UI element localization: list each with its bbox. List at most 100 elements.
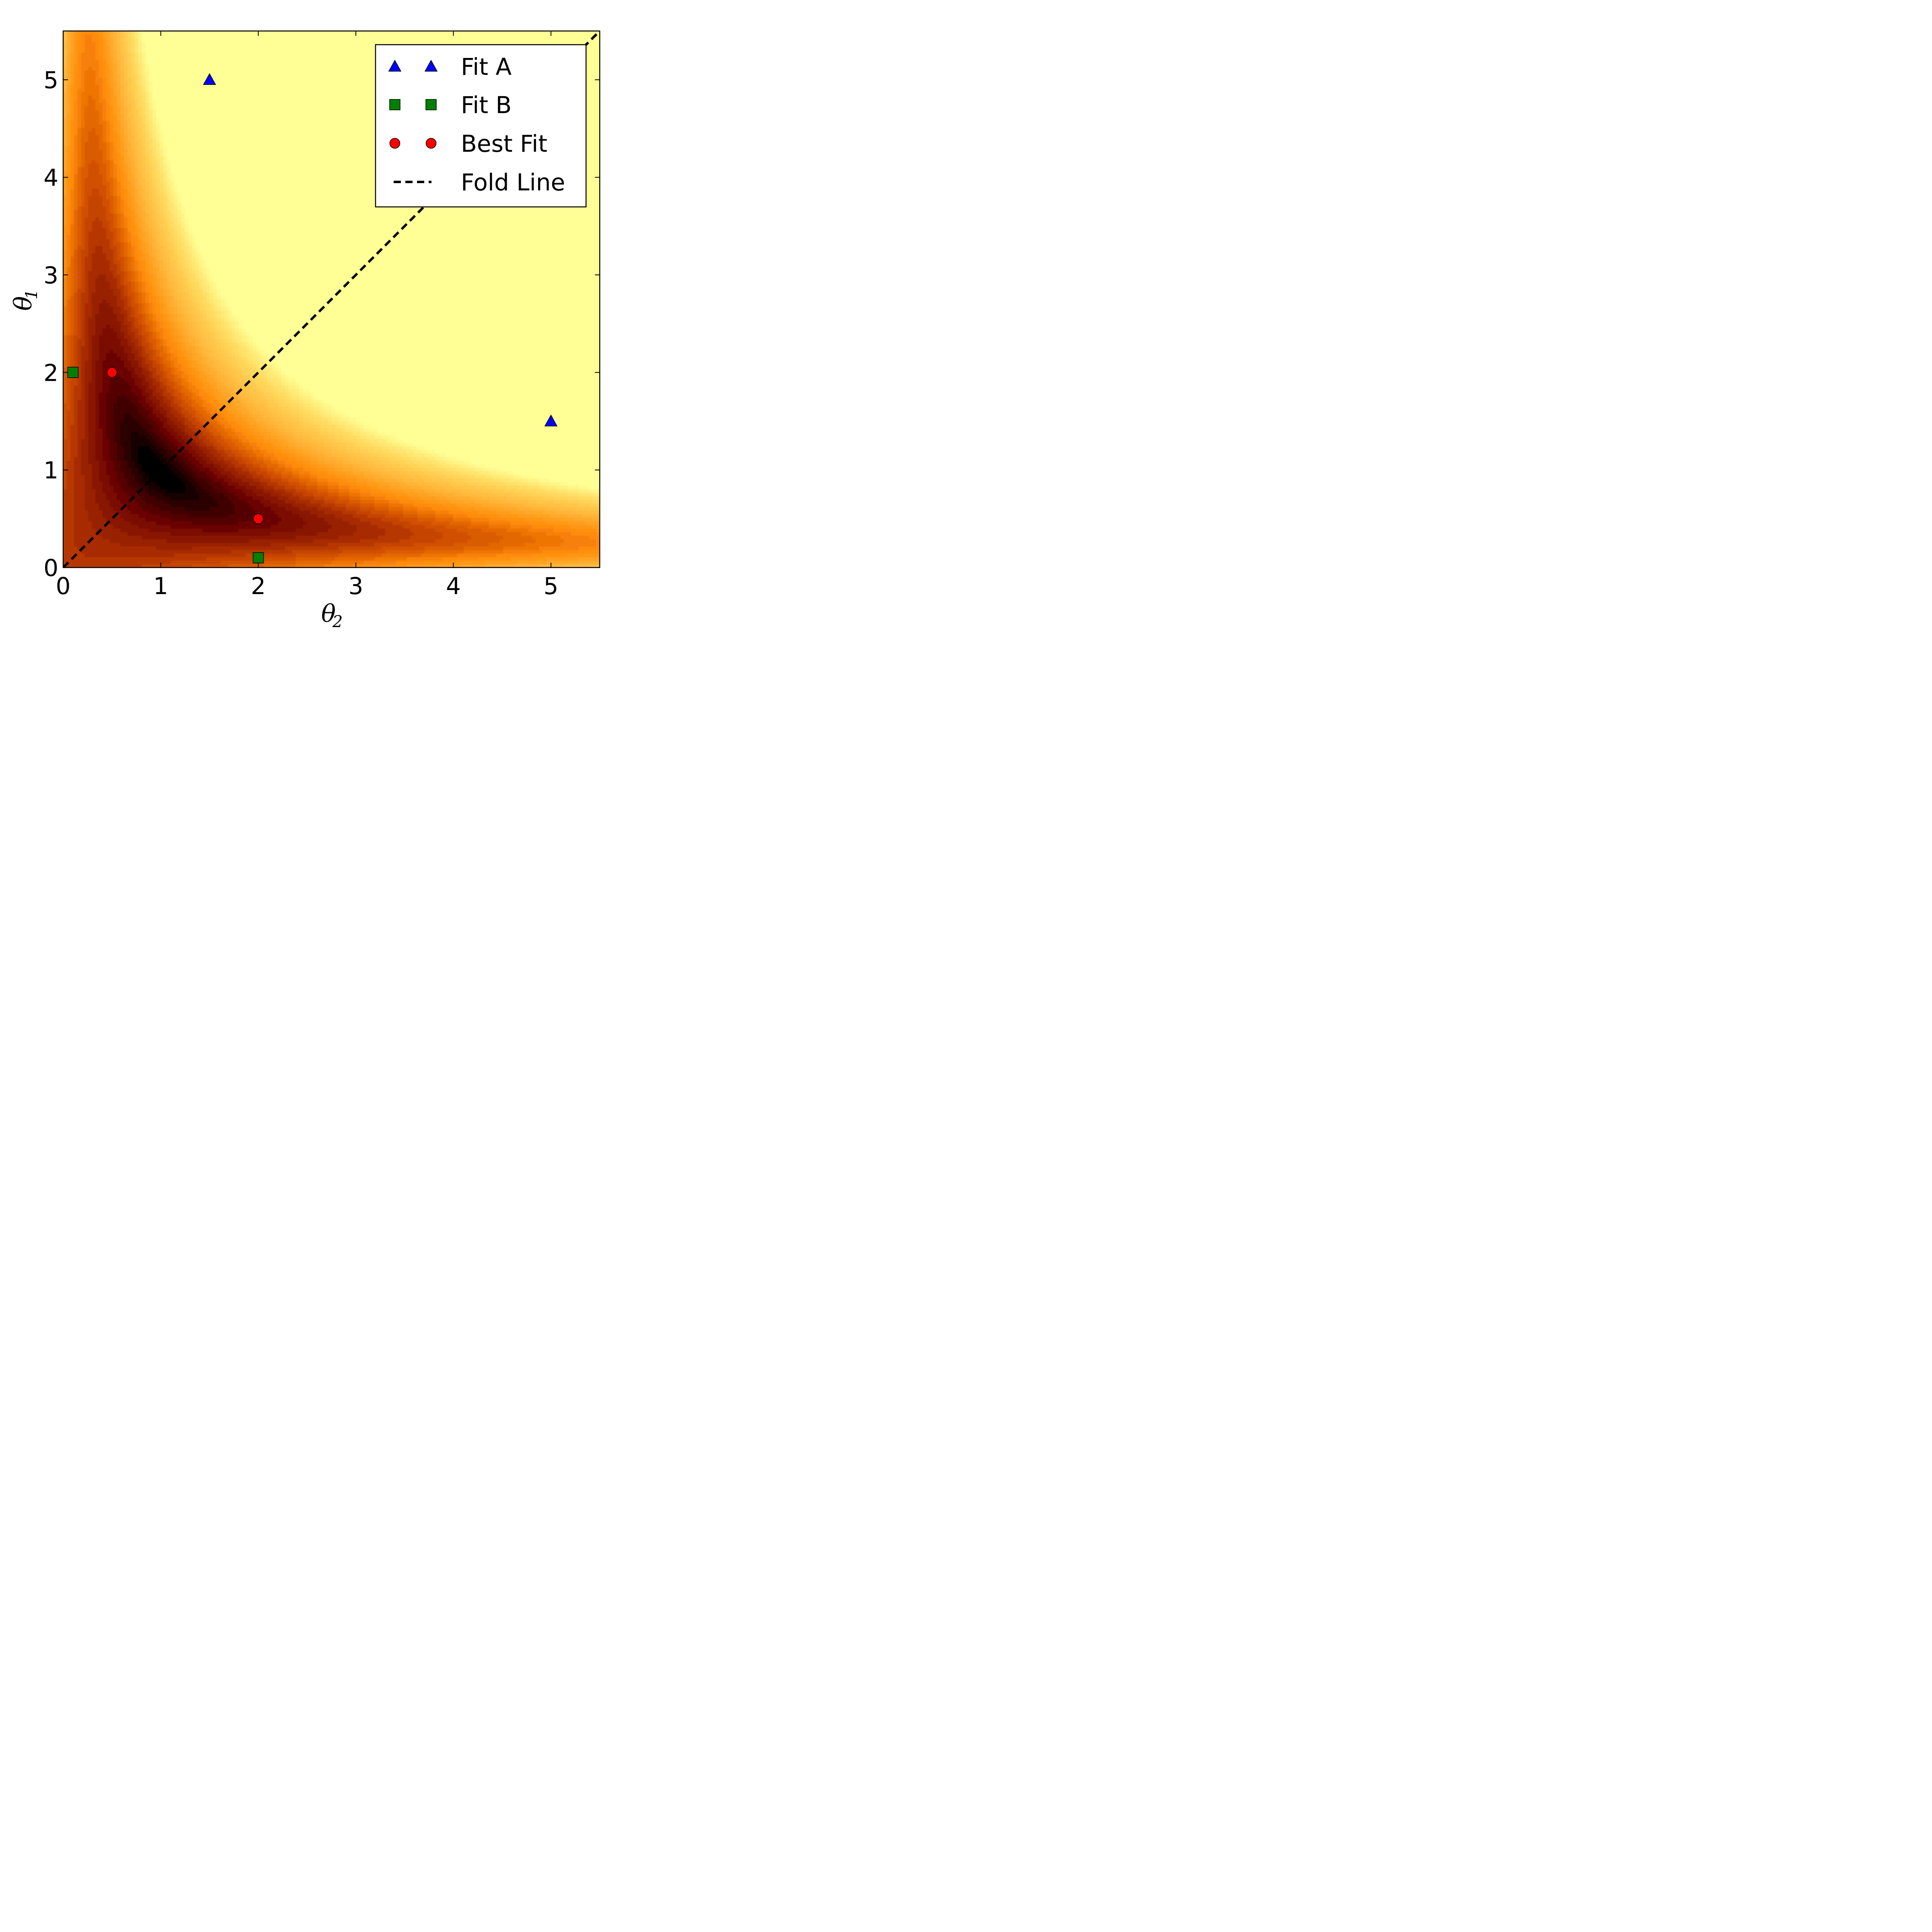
contour-cell [113, 178, 117, 182]
contour-cell [145, 242, 149, 246]
contour-cell [153, 31, 157, 35]
contour-cell [67, 281, 71, 285]
contour-cell [113, 346, 117, 350]
contour-cell [149, 378, 153, 382]
contour-cell [99, 181, 103, 185]
contour-cell [106, 403, 110, 407]
contour-cell [117, 331, 121, 335]
contour-cell [138, 242, 142, 246]
contour-cell [120, 117, 124, 121]
contour-cell [142, 389, 146, 393]
contour-cell [131, 92, 135, 96]
contour-cell [124, 274, 128, 278]
contour-cell [149, 70, 153, 74]
contour-cell [99, 557, 103, 561]
contour-cell [106, 167, 110, 171]
contour-cell [70, 310, 74, 314]
contour-cell [78, 399, 82, 403]
contour-cell [124, 67, 128, 71]
contour-cell [160, 246, 164, 250]
contour-cell [74, 535, 78, 539]
contour-cell [128, 131, 132, 135]
contour-cell [135, 246, 139, 250]
contour-cell [174, 528, 178, 532]
contour-cell [88, 296, 92, 300]
contour-cell [156, 478, 160, 482]
contour-cell [128, 135, 132, 139]
contour-cell [138, 110, 142, 114]
contour-cell [135, 167, 139, 171]
contour-cell [138, 78, 142, 82]
contour-cell [78, 442, 82, 446]
contour-cell [103, 553, 107, 557]
contour-cell [160, 378, 164, 382]
contour-cell [99, 500, 103, 504]
contour-cell [138, 103, 142, 107]
contour-cell [120, 260, 124, 264]
contour-cell [106, 453, 110, 457]
contour-cell [95, 274, 99, 278]
contour-cell [63, 242, 67, 246]
contour-cell [103, 246, 107, 250]
contour-cell [178, 431, 182, 436]
contour-cell [153, 153, 157, 157]
contour-cell [95, 550, 99, 554]
contour-cell [74, 321, 78, 325]
contour-cell [88, 63, 92, 67]
contour-cell [178, 407, 182, 411]
contour-cell [149, 228, 153, 232]
contour-cell [178, 385, 182, 389]
contour-cell [120, 510, 124, 514]
contour-cell [167, 285, 171, 289]
contour-cell [171, 399, 175, 403]
contour-cell [156, 460, 160, 464]
contour-cell [113, 399, 117, 403]
contour-cell [156, 335, 160, 339]
contour-cell [145, 382, 149, 386]
contour-cell [70, 128, 74, 132]
contour-cell [138, 249, 142, 253]
contour-cell [67, 221, 71, 225]
contour-cell [174, 156, 178, 160]
contour-cell [67, 353, 71, 357]
contour-cell [163, 138, 167, 142]
contour-cell [67, 346, 71, 350]
contour-cell [149, 199, 153, 203]
contour-cell [99, 235, 103, 239]
contour-cell [88, 496, 92, 500]
contour-cell [149, 213, 153, 217]
contour-cell [106, 535, 110, 539]
contour-cell [135, 371, 139, 375]
contour-cell [145, 553, 149, 557]
contour-cell [138, 363, 142, 367]
contour-cell [74, 56, 78, 60]
contour-cell [167, 99, 171, 103]
contour-cell [128, 550, 132, 554]
contour-cell [63, 60, 67, 64]
contour-cell [117, 135, 121, 139]
contour-cell [95, 67, 99, 71]
contour-cell [149, 539, 153, 543]
contour-cell [70, 270, 74, 275]
contour-cell [128, 120, 132, 124]
contour-cell [120, 346, 124, 350]
contour-cell [103, 120, 107, 124]
contour-cell [92, 482, 96, 486]
contour-cell [103, 353, 107, 357]
contour-cell [174, 285, 178, 289]
contour-cell [95, 339, 99, 343]
contour-cell [171, 546, 175, 550]
contour-cell [145, 135, 149, 139]
contour-cell [78, 167, 82, 171]
contour-cell [99, 199, 103, 203]
contour-cell [74, 153, 78, 157]
contour-cell [181, 407, 185, 411]
contour-cell [88, 346, 92, 350]
contour-cell [88, 389, 92, 393]
contour-cell [74, 546, 78, 550]
contour-cell [145, 264, 149, 268]
contour-cell [171, 135, 175, 139]
contour-cell [178, 199, 182, 203]
contour-cell [78, 124, 82, 128]
contour-cell [138, 450, 142, 454]
